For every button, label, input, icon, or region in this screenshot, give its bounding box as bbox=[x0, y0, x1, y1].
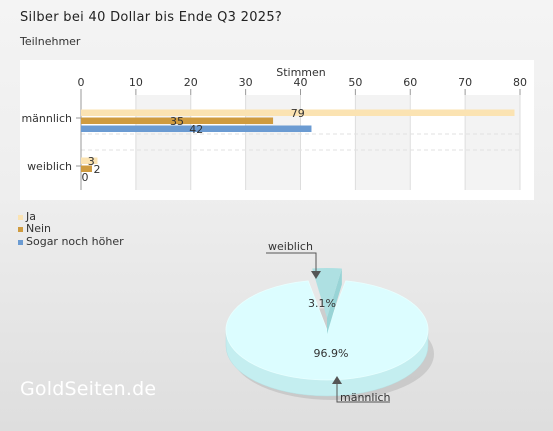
legend-item: Nein bbox=[18, 222, 124, 236]
x-axis-title: Stimmen bbox=[276, 66, 326, 79]
watermark: GoldSeiten.de bbox=[20, 378, 157, 400]
x-tick-label: 40 bbox=[294, 76, 308, 89]
x-tick-label: 70 bbox=[458, 76, 472, 89]
bar bbox=[81, 157, 98, 164]
x-tick-label: 50 bbox=[348, 76, 362, 89]
bar bbox=[81, 125, 312, 132]
x-tick-label: 60 bbox=[403, 76, 417, 89]
legend-item: Ja bbox=[18, 210, 124, 223]
y-tick-label: männlich bbox=[21, 112, 72, 125]
legend-swatch bbox=[18, 214, 23, 220]
bar-value-label: 3 bbox=[88, 155, 95, 168]
bar-value-label: 42 bbox=[189, 123, 203, 136]
x-tick-label: 10 bbox=[129, 76, 143, 89]
x-tick-label: 30 bbox=[239, 76, 253, 89]
legend-swatch bbox=[18, 239, 23, 245]
legend-item: Sogar noch höher bbox=[18, 235, 124, 248]
chart-subtitle: Teilnehmer bbox=[20, 35, 81, 48]
legend-label: Nein bbox=[26, 222, 52, 236]
x-tick-label: 80 bbox=[513, 76, 527, 89]
bar-value-label: 2 bbox=[93, 163, 100, 176]
bar-value-label: 0 bbox=[82, 171, 89, 184]
chart-title: Silber bei 40 Dollar bis Ende Q3 2025? bbox=[20, 10, 283, 25]
bar bbox=[81, 165, 92, 172]
legend: Ja Nein Sogar noch höher bbox=[18, 210, 124, 248]
bar bbox=[81, 109, 515, 116]
x-tick-label: 20 bbox=[184, 76, 198, 89]
legend-label: Sogar noch höher bbox=[26, 234, 124, 248]
grid-band bbox=[465, 95, 520, 190]
grid-band bbox=[135, 95, 191, 190]
bar-value-label: 79 bbox=[291, 107, 305, 120]
y-tick-label: weiblich bbox=[27, 160, 72, 173]
legend-swatch bbox=[18, 227, 23, 233]
grid-band bbox=[355, 95, 411, 190]
bar-value-label: 35 bbox=[170, 115, 184, 128]
bar bbox=[81, 117, 274, 124]
legend-label: Ja bbox=[26, 209, 36, 223]
x-tick-label: 0 bbox=[78, 76, 85, 89]
